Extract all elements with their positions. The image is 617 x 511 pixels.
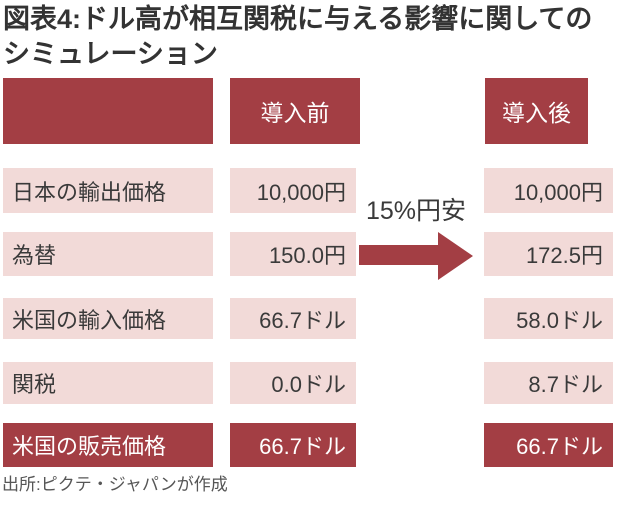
row-value-after: 66.7ドル: [484, 423, 613, 467]
header-after: 導入後: [485, 78, 588, 144]
row-label-japan-export-price: 日本の輸出価格: [3, 168, 213, 213]
figure-title-line2: シミュレーション: [3, 39, 218, 69]
row-label-us-sales-price: 米国の販売価格: [3, 423, 213, 467]
row-value-after: 58.0ドル: [484, 298, 613, 339]
row-label-tariff: 関税: [3, 362, 213, 404]
row-value-before: 66.7ドル: [230, 298, 356, 339]
yen-depreciation-label: 15%円安: [366, 197, 467, 225]
row-value-before: 10,000円: [230, 168, 356, 213]
header-before: 導入前: [230, 78, 360, 144]
row-value-before: 0.0ドル: [230, 362, 356, 404]
right-arrow-icon: [359, 232, 473, 280]
figure-title-line1: 図表4:ドル高が相互関税に与える影響に関しての: [3, 4, 593, 34]
header-empty-cell: [3, 78, 213, 144]
row-value-before: 66.7ドル: [230, 423, 356, 467]
row-label-exchange-rate: 為替: [3, 232, 213, 276]
row-label-us-import-price: 米国の輸入価格: [3, 298, 213, 339]
row-value-after: 8.7ドル: [484, 362, 613, 404]
figure-title: 図表4:ドル高が相互関税に与える影響に関しての シミュレーション: [3, 2, 592, 72]
source-note: 出所:ピクテ・ジャパンが作成: [2, 475, 228, 494]
row-value-before: 150.0円: [230, 232, 356, 276]
row-value-after: 10,000円: [484, 168, 613, 213]
row-value-after: 172.5円: [484, 232, 613, 276]
